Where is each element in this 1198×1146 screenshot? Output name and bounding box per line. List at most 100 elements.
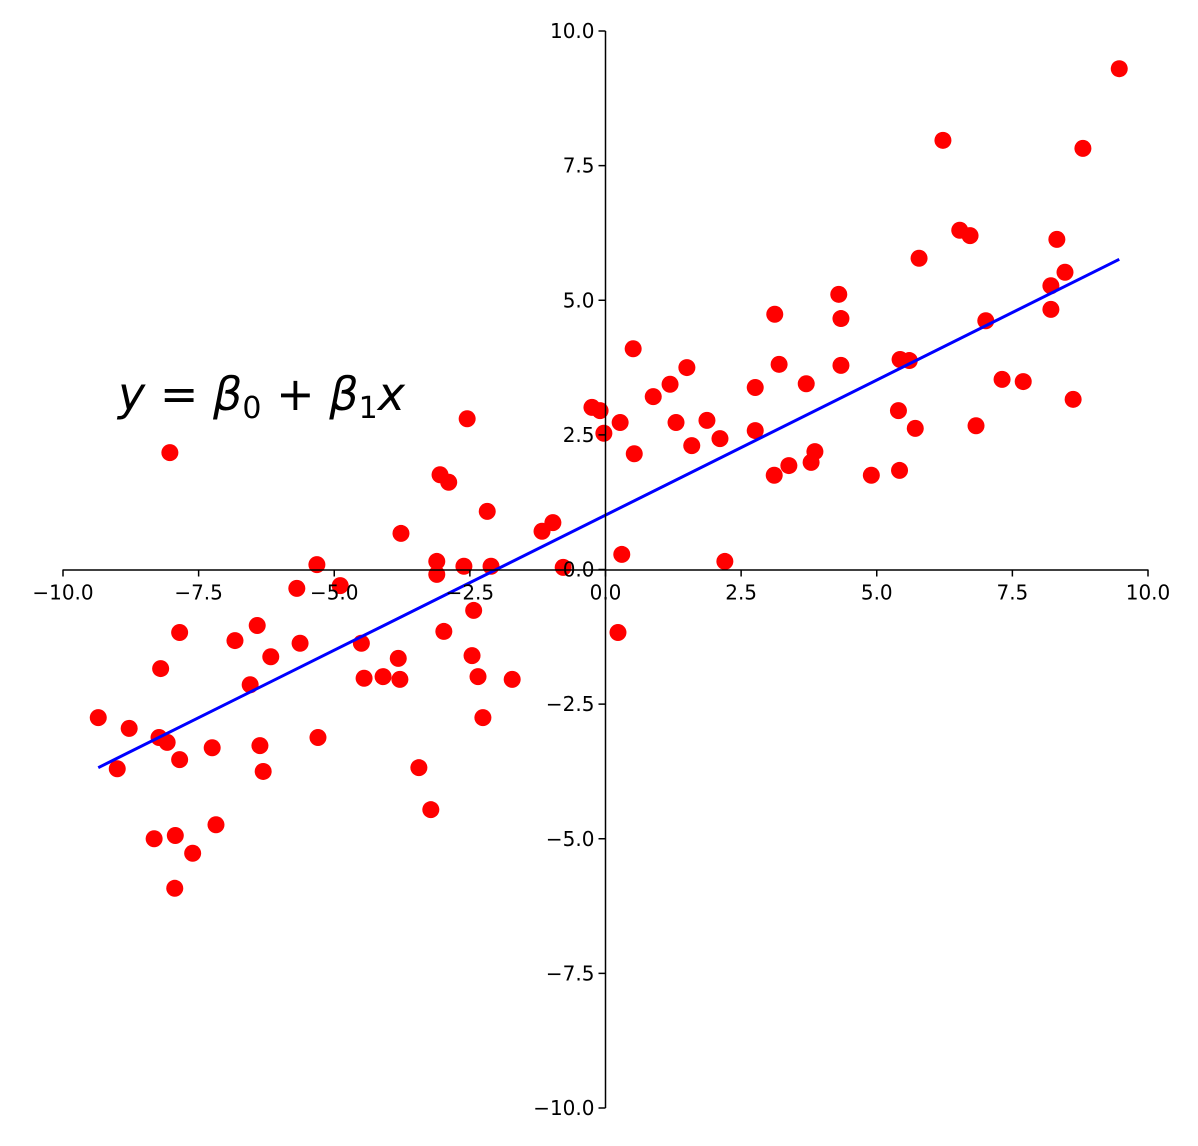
- data-point: [171, 624, 189, 642]
- data-point: [203, 739, 221, 757]
- data-point: [158, 733, 176, 751]
- data-point: [1110, 60, 1128, 78]
- y-tick-label: 0.0: [563, 558, 595, 582]
- x-tick-label: 7.5: [996, 581, 1028, 605]
- data-point: [765, 466, 783, 484]
- data-point: [184, 844, 202, 862]
- data-point: [678, 359, 696, 377]
- data-point: [711, 430, 729, 448]
- x-tick-label: −5.0: [310, 581, 359, 605]
- data-point: [374, 668, 392, 686]
- x-tick-label: 0.0: [590, 581, 622, 605]
- y-tick-label: 7.5: [563, 154, 595, 178]
- data-point: [1056, 263, 1074, 281]
- data-point: [683, 437, 701, 455]
- data-point: [544, 514, 562, 532]
- data-point: [226, 632, 244, 650]
- data-point: [611, 413, 629, 431]
- y-tick-label: 5.0: [563, 288, 595, 312]
- data-point: [832, 310, 850, 328]
- data-point: [428, 552, 446, 570]
- data-point: [120, 719, 138, 737]
- data-point: [780, 457, 798, 475]
- data-point: [166, 827, 184, 845]
- data-point: [993, 370, 1011, 388]
- data-point: [1074, 139, 1092, 157]
- data-point: [889, 402, 907, 420]
- data-point: [145, 830, 163, 848]
- y-tick-label: −10.0: [533, 1096, 594, 1120]
- x-tick-label: −7.5: [174, 581, 223, 605]
- y-tick-label: 10.0: [550, 19, 595, 43]
- data-point: [862, 466, 880, 484]
- data-point: [832, 356, 850, 374]
- x-tick-label: 2.5: [725, 581, 757, 605]
- data-point: [934, 131, 952, 149]
- x-tick-label: 5.0: [861, 581, 893, 605]
- data-point: [770, 355, 788, 373]
- data-point: [171, 751, 189, 769]
- data-point: [152, 660, 170, 678]
- data-point: [906, 419, 924, 437]
- data-point: [392, 524, 410, 542]
- data-point: [355, 669, 373, 687]
- data-point: [766, 305, 784, 323]
- data-point: [967, 417, 985, 435]
- data-point: [478, 502, 496, 520]
- data-point: [435, 622, 453, 640]
- data-point: [248, 617, 266, 635]
- data-points: [89, 60, 1128, 897]
- data-point: [698, 411, 716, 429]
- data-point: [440, 473, 458, 491]
- data-point: [910, 249, 928, 267]
- data-point: [469, 668, 487, 686]
- y-tick-label: −2.5: [546, 692, 595, 716]
- data-point: [254, 762, 272, 780]
- data-point: [463, 647, 481, 665]
- data-point: [806, 443, 824, 461]
- data-point: [465, 601, 483, 619]
- fit-line-layer: [97, 257, 1120, 770]
- data-point: [391, 670, 409, 688]
- data-point: [1014, 373, 1032, 391]
- data-point: [595, 424, 613, 442]
- data-point: [624, 340, 642, 358]
- data-point: [166, 879, 184, 897]
- data-point: [161, 444, 179, 462]
- y-tick-label: 2.5: [563, 423, 595, 447]
- data-point: [291, 634, 309, 652]
- data-point: [108, 760, 126, 778]
- data-point: [309, 729, 327, 747]
- data-point: [288, 579, 306, 597]
- data-point: [331, 577, 349, 595]
- data-point: [797, 375, 815, 393]
- data-point: [667, 413, 685, 431]
- data-point: [613, 545, 631, 563]
- data-point: [644, 388, 662, 406]
- data-point: [308, 556, 326, 574]
- y-tick-label: −5.0: [546, 827, 595, 851]
- data-point: [422, 801, 440, 819]
- data-point: [251, 737, 269, 755]
- data-point: [746, 422, 764, 440]
- data-point: [591, 402, 609, 420]
- axis-ticks: −10.0 −7.5 −5.0 −2.5 0.0 2.5 5.0 7.5 10.0 −10.0 −7…: [32, 19, 1170, 1120]
- equation-annotation: y = β0 + β1x: [116, 367, 406, 426]
- data-point: [503, 670, 521, 688]
- data-point: [410, 759, 428, 777]
- data-point: [389, 649, 407, 667]
- data-point: [961, 227, 979, 245]
- data-point: [89, 709, 107, 727]
- data-point: [1048, 230, 1066, 248]
- data-point: [262, 648, 280, 666]
- data-point: [661, 375, 679, 393]
- data-point: [207, 816, 225, 834]
- data-point: [746, 378, 764, 396]
- data-point: [1042, 300, 1060, 318]
- data-point: [830, 285, 848, 303]
- data-point: [625, 445, 643, 463]
- data-point: [609, 624, 627, 642]
- x-tick-label: −10.0: [32, 581, 93, 605]
- y-tick-label: −7.5: [546, 961, 595, 985]
